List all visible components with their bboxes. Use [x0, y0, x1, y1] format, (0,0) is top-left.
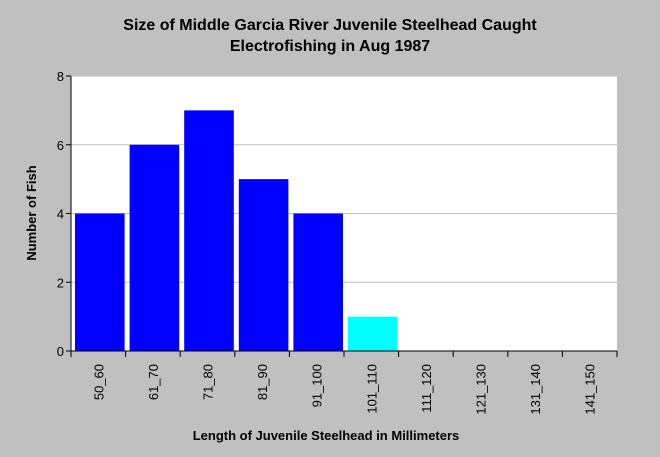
- x-tick-label: 101_110: [364, 364, 379, 414]
- bar-50-60: [75, 213, 125, 351]
- x-tick-label: 111_120: [419, 364, 434, 413]
- y-tick-label: 2: [57, 275, 64, 290]
- bars: [75, 110, 398, 351]
- x-tick-label: 141_150: [583, 364, 598, 415]
- y-tick-label: 4: [57, 207, 64, 222]
- bar-71-80: [184, 110, 234, 351]
- chart-title: Size of Middle Garcia River Juvenile Ste…: [0, 15, 660, 57]
- bar-91-100: [293, 213, 343, 351]
- y-tick-label: 0: [57, 344, 64, 359]
- x-tick-label: 71_80: [201, 364, 216, 400]
- x-tick-label: 91_100: [310, 364, 325, 407]
- chart-title-line-1: Size of Middle Garcia River Juvenile Ste…: [123, 17, 537, 34]
- y-axis-ticks: 0 2 4 6 8: [57, 69, 71, 359]
- x-tick-label: 121_130: [474, 364, 489, 415]
- y-tick-label: 6: [57, 138, 64, 153]
- x-axis-title: Length of Juvenile Steelhead in Millimet…: [193, 428, 460, 443]
- chart-title-line-2: Electrofishing in Aug 1987: [229, 38, 431, 55]
- x-tick-label: 81_90: [255, 364, 270, 400]
- x-tick-label: 61_70: [146, 364, 161, 400]
- bar-61-70: [129, 144, 180, 351]
- bar-101-110: [348, 316, 398, 351]
- x-axis-ticks: 50_60 61_70 71_80 81_90 91_100 101_110 111_120…: [70, 351, 618, 415]
- bar-81-90: [238, 179, 289, 351]
- y-axis-title: Number of Fish: [24, 165, 39, 260]
- x-tick-label: 131_140: [528, 364, 543, 415]
- x-tick-label: 50_60: [91, 364, 106, 400]
- y-tick-label: 8: [57, 69, 64, 84]
